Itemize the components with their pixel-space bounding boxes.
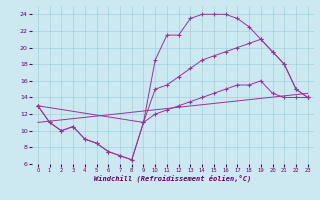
X-axis label: Windchill (Refroidissement éolien,°C): Windchill (Refroidissement éolien,°C) [94, 175, 252, 182]
